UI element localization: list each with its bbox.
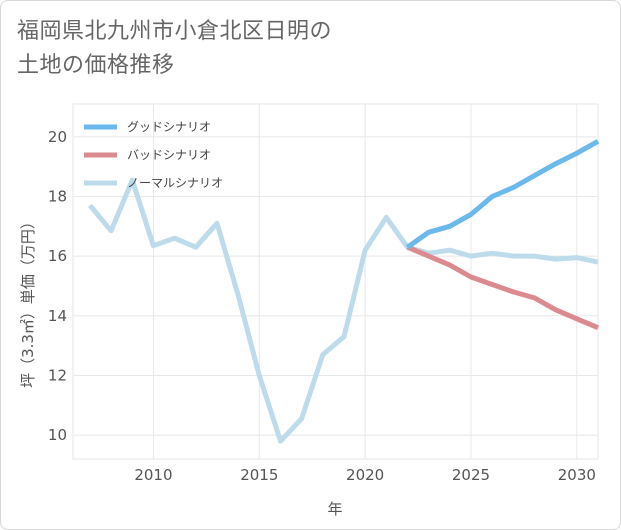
y-tick-label: 18 [48, 187, 67, 205]
x-tick-label: 2030 [558, 466, 596, 484]
x-tick-label: 2010 [134, 466, 172, 484]
y-tick-label: 10 [48, 426, 67, 444]
chart-title: 福岡県北九州市小倉北区日明の 土地の価格推移 [17, 15, 332, 83]
x-tick-label: 2015 [240, 466, 278, 484]
y-tick-label: 20 [48, 128, 67, 146]
y-axis-title: 坪（3.3㎡）単価（万円） [19, 214, 37, 388]
series-layer [87, 139, 600, 444]
grid-lines [73, 104, 598, 459]
y-tick-label: 14 [48, 307, 67, 325]
series-line-1 [406, 244, 599, 331]
x-tick-label: 2025 [452, 466, 490, 484]
x-axis-title: 年 [327, 500, 342, 518]
y-tick-label: 12 [48, 366, 67, 384]
series-line-0 [406, 139, 600, 250]
plot-area [72, 103, 599, 460]
legend-label-0: グッドシナリオ [127, 120, 211, 134]
chart-title-line2: 土地の価格推移 [17, 53, 175, 78]
legend-label-1: バッドシナリオ [127, 148, 211, 162]
y-tick-label: 16 [48, 247, 67, 265]
x-tick-label: 2020 [346, 466, 384, 484]
series-line-2 [87, 177, 599, 444]
legend-label-2: ノーマルシナリオ [127, 176, 223, 190]
axis-ticks: 2010 2015 2020 2025 2030 10 12 14 16 18 20 [48, 128, 596, 484]
chart-title-line1: 福岡県北九州市小倉北区日明の [17, 19, 333, 44]
